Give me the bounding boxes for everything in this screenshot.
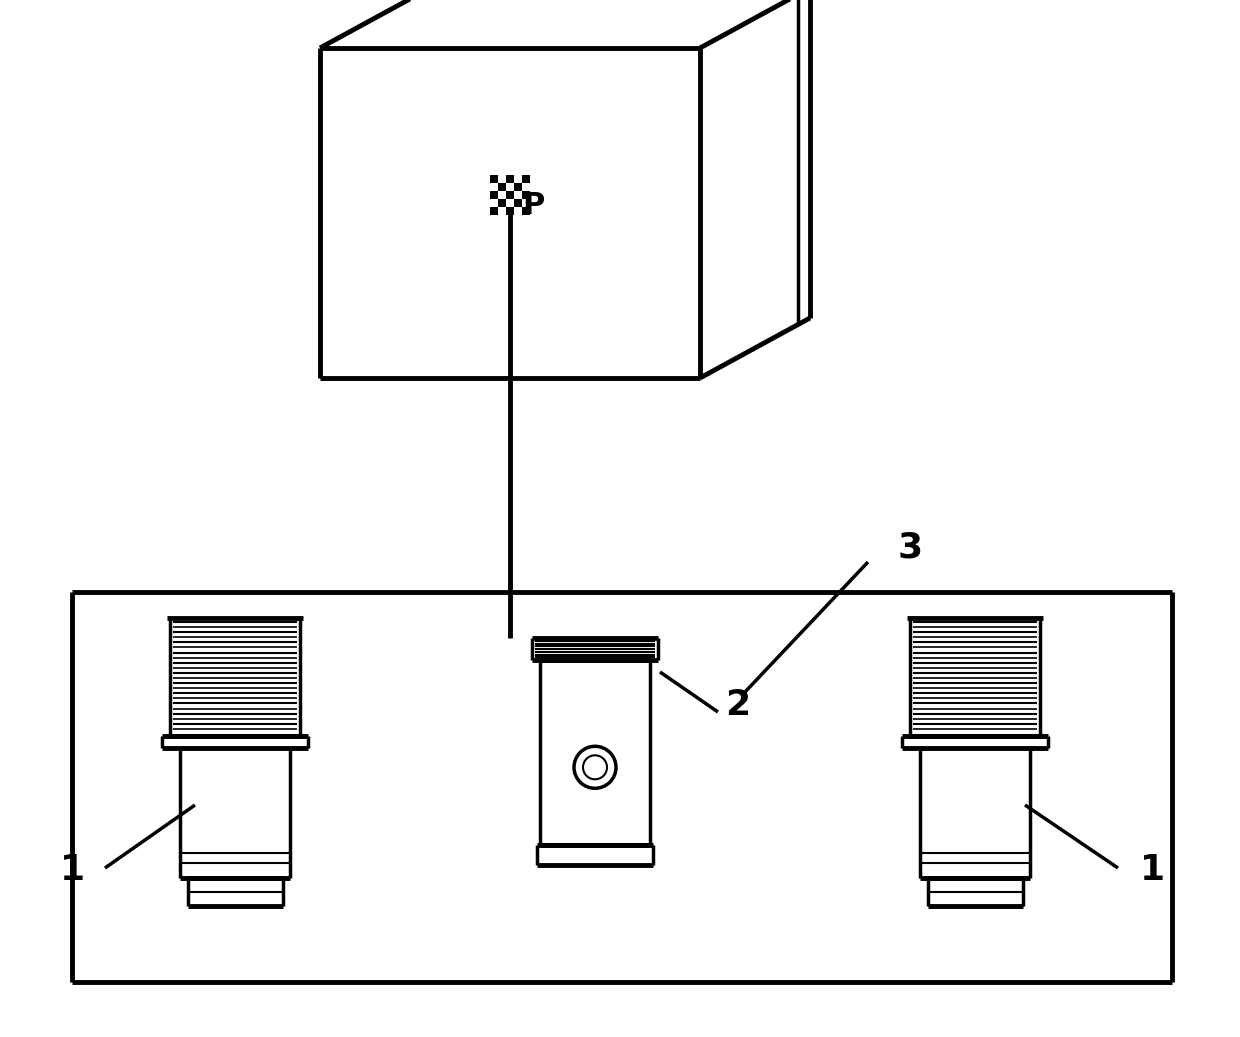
Bar — [498, 183, 506, 191]
Bar — [515, 183, 522, 191]
Bar — [522, 207, 529, 215]
Text: 1: 1 — [1140, 853, 1164, 887]
Bar — [522, 191, 529, 199]
Text: P: P — [522, 191, 544, 220]
Bar — [515, 199, 522, 207]
Bar — [490, 175, 498, 183]
Bar — [522, 175, 529, 183]
Bar — [506, 191, 515, 199]
Bar — [506, 207, 515, 215]
Bar — [490, 191, 498, 199]
Bar — [490, 207, 498, 215]
Bar — [506, 175, 515, 183]
Text: 3: 3 — [898, 531, 923, 565]
Text: 1: 1 — [60, 853, 84, 887]
Text: 2: 2 — [725, 688, 750, 722]
Bar — [498, 199, 506, 207]
